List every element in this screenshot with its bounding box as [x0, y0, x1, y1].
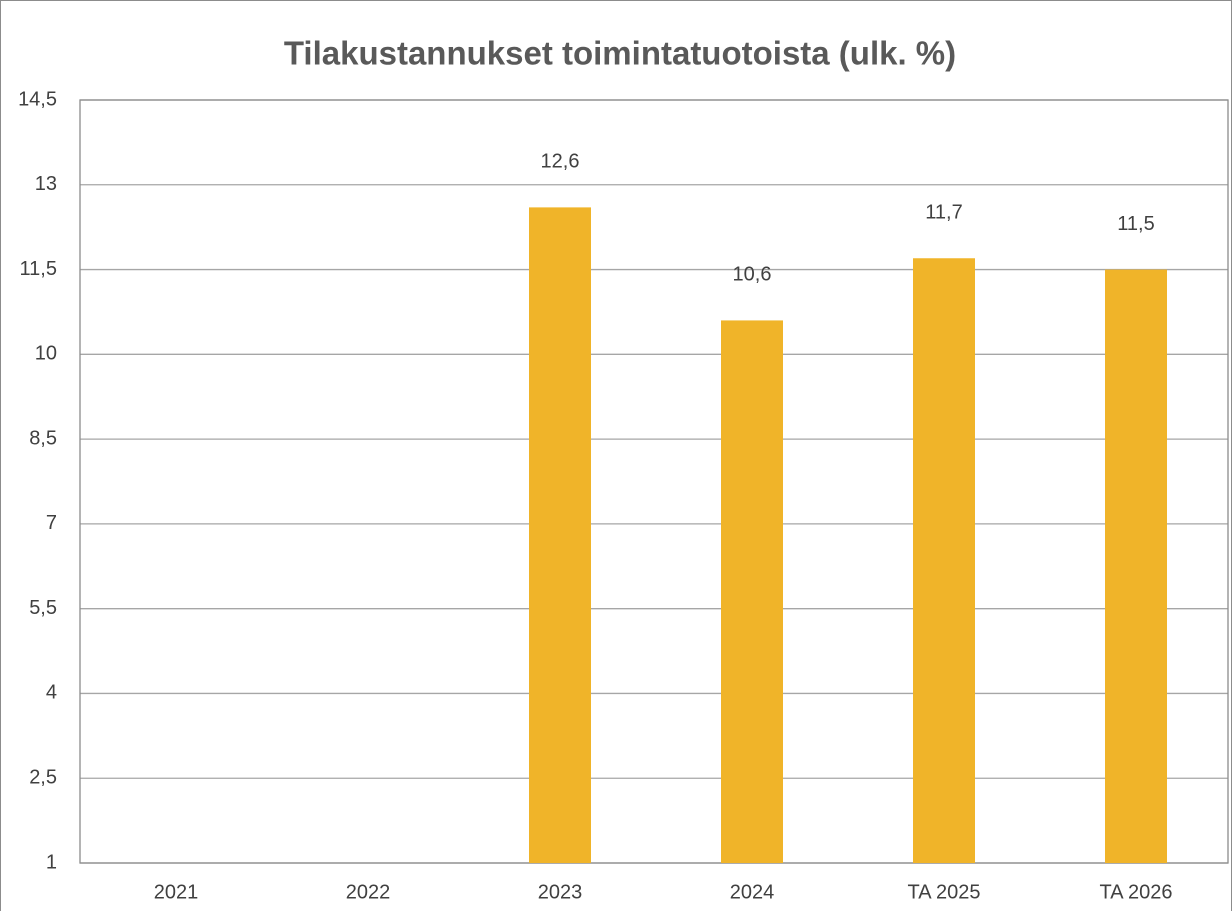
y-tick-label: 8,5 — [29, 427, 57, 449]
y-tick-label: 7 — [46, 512, 57, 534]
x-tick-label: 2021 — [154, 881, 199, 903]
x-tick-label: 2022 — [346, 881, 391, 903]
y-tick-label: 13 — [35, 173, 57, 195]
y-tick-label: 1 — [46, 851, 57, 873]
y-tick-label: 4 — [46, 682, 57, 704]
y-tick-label: 10 — [35, 343, 57, 365]
plot-frame — [79, 99, 1229, 864]
x-tick-label: 2024 — [730, 881, 775, 903]
x-tick-label: TA 2025 — [907, 881, 980, 903]
bar — [529, 207, 591, 863]
bar — [913, 258, 975, 864]
x-tick-label: 2023 — [538, 881, 583, 903]
data-label: 10,6 — [733, 264, 772, 286]
data-label: 11,7 — [925, 202, 962, 224]
y-tick-label: 11,5 — [20, 258, 57, 280]
y-tick-label: 14,5 — [18, 88, 57, 110]
bar — [721, 320, 783, 863]
chart-title: Tilakustannukset toimintatuotoista (ulk.… — [284, 35, 956, 72]
x-tick-label: TA 2026 — [1099, 881, 1172, 903]
y-tick-label: 5,5 — [29, 597, 57, 619]
data-label: 12,6 — [541, 151, 580, 173]
bar — [1105, 269, 1167, 863]
y-tick-label: 2,5 — [29, 767, 57, 789]
data-label: 11,5 — [1117, 213, 1154, 235]
